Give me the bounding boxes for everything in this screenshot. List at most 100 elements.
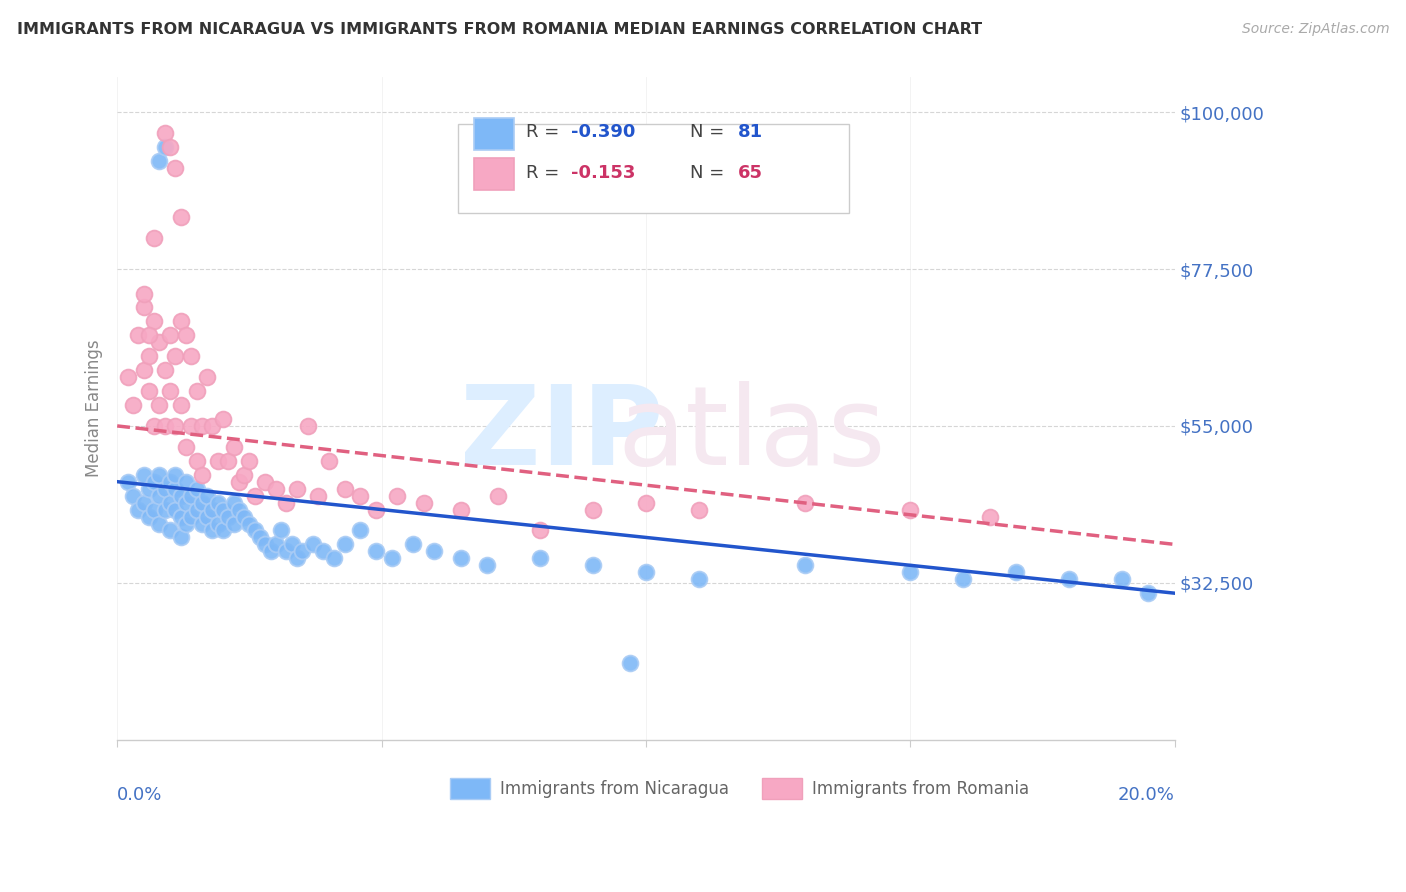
Point [212, 524, 235, 538]
Point [132, 467, 155, 482]
Point [138, 328, 160, 343]
Point [159, 495, 181, 509]
Point [186, 384, 208, 398]
Point [529, 524, 551, 538]
Point [212, 502, 235, 516]
Point [1111, 572, 1133, 586]
Point [477, 558, 499, 573]
Point [582, 558, 605, 573]
Text: Immigrants from Nicaragua: Immigrants from Nicaragua [501, 780, 730, 797]
Text: 65: 65 [738, 164, 763, 183]
Point [276, 544, 298, 558]
FancyBboxPatch shape [450, 778, 491, 799]
Point [301, 537, 323, 551]
Y-axis label: Median Earnings: Median Earnings [86, 340, 103, 477]
Point [285, 482, 308, 496]
Point [270, 524, 292, 538]
Point [174, 516, 197, 531]
Text: R =: R = [526, 123, 565, 142]
FancyBboxPatch shape [474, 158, 513, 190]
Point [217, 454, 239, 468]
Point [222, 440, 245, 454]
Point [143, 314, 166, 328]
Point [117, 475, 139, 489]
Point [165, 349, 187, 363]
Point [318, 454, 340, 468]
Point [132, 301, 155, 315]
Point [132, 286, 155, 301]
Point [297, 418, 319, 433]
Point [222, 516, 245, 531]
Point [243, 524, 266, 538]
Point [259, 544, 281, 558]
Point [207, 516, 229, 531]
Point [169, 509, 191, 524]
Point [169, 489, 191, 503]
Point [307, 489, 329, 503]
FancyBboxPatch shape [458, 124, 849, 213]
Point [349, 489, 371, 503]
Point [233, 509, 256, 524]
Point [153, 482, 176, 496]
Point [264, 537, 287, 551]
Point [165, 418, 187, 433]
Point [582, 502, 605, 516]
Text: N =: N = [690, 164, 730, 183]
FancyBboxPatch shape [474, 119, 513, 150]
Point [366, 544, 388, 558]
Point [180, 509, 202, 524]
Point [898, 502, 921, 516]
Text: ZIP: ZIP [460, 382, 664, 489]
Point [169, 398, 191, 412]
Point [529, 551, 551, 566]
Text: -0.153: -0.153 [571, 164, 636, 183]
Point [381, 551, 404, 566]
Point [195, 489, 218, 503]
Point [952, 572, 974, 586]
Point [143, 231, 166, 245]
Point [212, 412, 235, 426]
Point [186, 454, 208, 468]
Point [159, 140, 181, 154]
Point [148, 335, 170, 350]
Point [222, 495, 245, 509]
Text: IMMIGRANTS FROM NICARAGUA VS IMMIGRANTS FROM ROMANIA MEDIAN EARNINGS CORRELATION: IMMIGRANTS FROM NICARAGUA VS IMMIGRANTS … [17, 22, 981, 37]
Point [276, 495, 298, 509]
Point [148, 154, 170, 169]
Point [423, 544, 446, 558]
Point [127, 502, 149, 516]
Point [153, 502, 176, 516]
Point [238, 454, 260, 468]
Point [191, 516, 214, 531]
Point [450, 551, 472, 566]
Point [148, 467, 170, 482]
Point [174, 328, 197, 343]
Point [243, 489, 266, 503]
Point [159, 328, 181, 343]
Point [143, 502, 166, 516]
Point [143, 475, 166, 489]
Point [132, 495, 155, 509]
Point [264, 482, 287, 496]
Point [159, 384, 181, 398]
Point [122, 489, 145, 503]
Point [450, 502, 472, 516]
Point [174, 495, 197, 509]
Point [619, 656, 641, 670]
Point [898, 566, 921, 580]
Point [280, 537, 302, 551]
Point [793, 558, 815, 573]
Point [387, 489, 409, 503]
Point [186, 502, 208, 516]
Point [138, 482, 160, 496]
Point [233, 467, 256, 482]
FancyBboxPatch shape [762, 778, 803, 799]
Point [486, 489, 509, 503]
Point [201, 418, 224, 433]
Point [169, 210, 191, 224]
Point [153, 126, 176, 140]
Point [180, 418, 202, 433]
Point [186, 482, 208, 496]
Point [165, 482, 187, 496]
Point [153, 363, 176, 377]
